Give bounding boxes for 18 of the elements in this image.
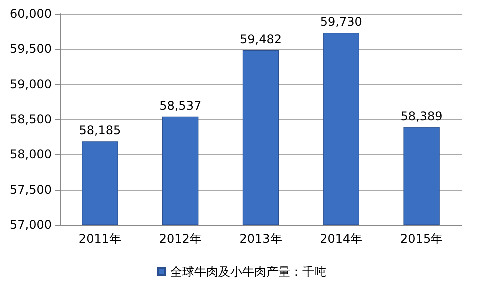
y-tick-label: 58,500 — [10, 112, 52, 126]
y-tick-label: 60,000 — [10, 7, 52, 21]
data-label: 59,482 — [240, 32, 282, 46]
data-label: 59,730 — [320, 14, 362, 29]
data-label: 58,537 — [160, 98, 202, 113]
x-tick-label: 2011年 — [78, 232, 122, 246]
x-tick-label: 2014年 — [320, 232, 363, 246]
y-tick-label: 59,500 — [10, 42, 52, 56]
data-label: 58,389 — [400, 109, 443, 124]
x-tick-label: 2015年 — [400, 232, 444, 246]
x-tick-label: 2013年 — [240, 232, 282, 246]
y-tick-label: 59,000 — [10, 77, 52, 92]
legend-label: 全球牛肉及小牛肉产量：千吨 — [170, 265, 326, 279]
data-label: 58,185 — [79, 124, 122, 138]
y-tick-label: 58,000 — [10, 148, 52, 162]
y-tick-label: 57,000 — [10, 218, 52, 232]
x-tick-label: 2012年 — [159, 232, 202, 246]
y-tick-label: 57,500 — [10, 182, 52, 197]
